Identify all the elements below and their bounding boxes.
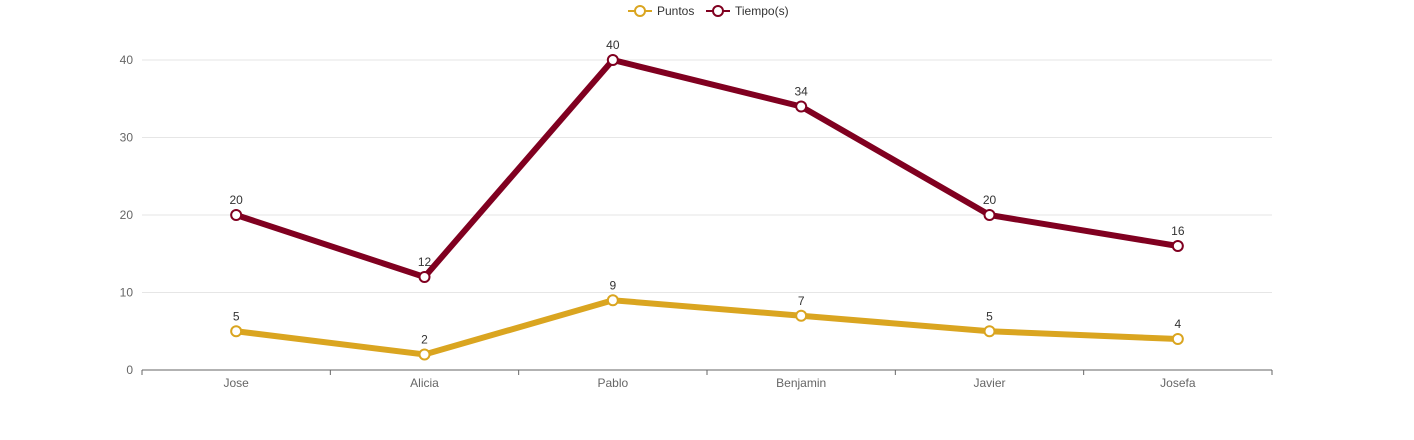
x-tick-label: Alicia (410, 376, 439, 390)
data-label: 4 (1174, 317, 1181, 331)
y-tick-label: 0 (126, 363, 133, 377)
data-labels: 5 2 9 7 5 4 20 12 40 34 20 16 (229, 38, 1184, 347)
x-tick-label: Jose (223, 376, 249, 390)
data-label: 5 (986, 309, 993, 323)
data-label: 40 (606, 38, 620, 52)
legend-swatch-marker (634, 5, 646, 17)
data-point (418, 348, 431, 361)
grid (142, 59, 1272, 293)
data-point (795, 100, 808, 113)
axes: 0 10 20 30 40 Jose Alicia Pablo Benjamin Javier Jo… (120, 53, 1273, 390)
data-point (230, 209, 243, 221)
series-line-1 (235, 56, 1179, 281)
legend: Puntos Tiempo(s) (628, 4, 789, 18)
data-label: 5 (233, 309, 240, 323)
data-label: 12 (418, 255, 432, 269)
data-point (230, 325, 243, 338)
y-tick-label: 40 (120, 53, 134, 67)
x-tick-label: Pablo (597, 376, 628, 390)
legend-swatch-marker (712, 5, 724, 17)
data-point (983, 325, 996, 338)
data-point (1171, 333, 1184, 345)
data-label: 9 (609, 278, 616, 292)
data-point (1171, 240, 1184, 252)
y-tick-label: 30 (120, 131, 134, 145)
series-line-0 (235, 297, 1178, 358)
data-label: 20 (983, 193, 997, 207)
x-tick-label: Javier (973, 376, 1005, 390)
legend-label: Tiempo(s) (735, 4, 789, 18)
series-lines (230, 54, 1184, 361)
data-point (606, 54, 619, 66)
data-point (418, 271, 431, 283)
data-point (795, 309, 808, 322)
data-point (983, 209, 996, 221)
data-label: 34 (794, 85, 808, 99)
data-label: 16 (1171, 224, 1185, 238)
data-label: 20 (229, 193, 243, 207)
x-tick-label: Benjamin (776, 376, 826, 390)
data-point (606, 294, 619, 307)
data-label: 7 (798, 294, 805, 308)
legend-label: Puntos (657, 4, 694, 18)
data-label: 2 (421, 333, 428, 347)
x-tick-label: Josefa (1160, 376, 1196, 390)
y-tick-label: 10 (120, 286, 134, 300)
y-tick-label: 20 (120, 208, 134, 222)
